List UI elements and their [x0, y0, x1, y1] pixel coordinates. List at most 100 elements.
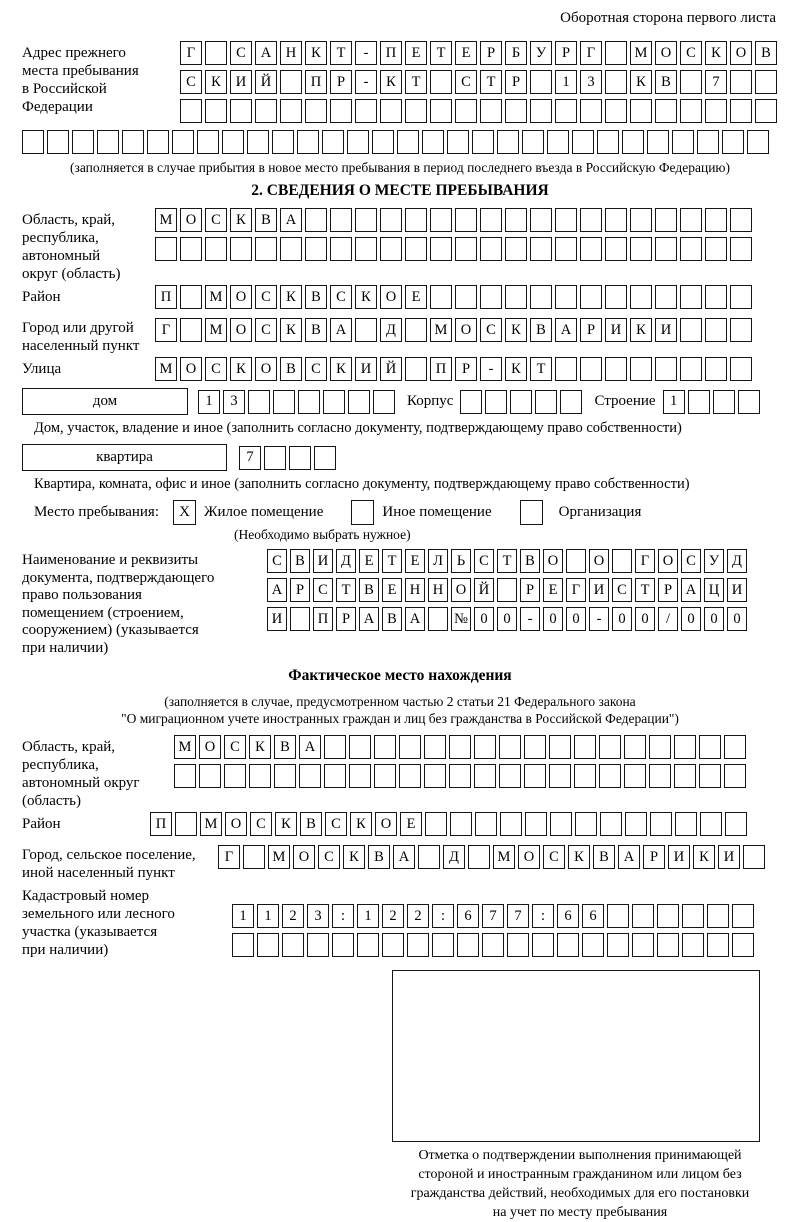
- char-box[interactable]: [449, 735, 471, 759]
- char-box[interactable]: №: [451, 607, 471, 631]
- char-box[interactable]: [472, 130, 494, 154]
- char-box[interactable]: Р: [336, 607, 356, 631]
- char-box[interactable]: Т: [405, 70, 427, 94]
- char-box[interactable]: [430, 208, 452, 232]
- char-box[interactable]: Р: [658, 578, 678, 602]
- char-box[interactable]: [530, 70, 552, 94]
- char-box[interactable]: И: [267, 607, 287, 631]
- char-box[interactable]: 2: [407, 904, 429, 928]
- char-box[interactable]: Г: [635, 549, 655, 573]
- char-box[interactable]: [550, 812, 572, 836]
- char-box[interactable]: 3: [580, 70, 602, 94]
- char-box[interactable]: [305, 237, 327, 261]
- char-box[interactable]: [282, 933, 304, 957]
- char-box[interactable]: [682, 933, 704, 957]
- char-box[interactable]: [380, 208, 402, 232]
- char-box[interactable]: 1: [555, 70, 577, 94]
- char-box[interactable]: [630, 208, 652, 232]
- char-box[interactable]: [582, 933, 604, 957]
- char-box[interactable]: [500, 812, 522, 836]
- char-box[interactable]: К: [705, 41, 727, 65]
- char-box[interactable]: [555, 357, 577, 381]
- char-box[interactable]: [697, 130, 719, 154]
- char-box[interactable]: К: [305, 41, 327, 65]
- char-box[interactable]: И: [355, 357, 377, 381]
- char-box[interactable]: [630, 357, 652, 381]
- char-box[interactable]: В: [359, 578, 379, 602]
- char-box[interactable]: [374, 764, 396, 788]
- char-box[interactable]: К: [355, 285, 377, 309]
- char-box[interactable]: [322, 130, 344, 154]
- char-box[interactable]: [280, 99, 302, 123]
- char-box[interactable]: [297, 130, 319, 154]
- char-box[interactable]: О: [658, 549, 678, 573]
- char-box[interactable]: [205, 99, 227, 123]
- char-box[interactable]: [549, 764, 571, 788]
- char-box[interactable]: [657, 904, 679, 928]
- char-box[interactable]: В: [274, 735, 296, 759]
- char-box[interactable]: В: [382, 607, 402, 631]
- char-box[interactable]: С: [305, 357, 327, 381]
- char-box[interactable]: [180, 237, 202, 261]
- char-box[interactable]: Г: [180, 41, 202, 65]
- char-box[interactable]: [557, 933, 579, 957]
- char-box[interactable]: [430, 70, 452, 94]
- char-box[interactable]: [530, 237, 552, 261]
- char-box[interactable]: [447, 130, 469, 154]
- char-box[interactable]: [480, 237, 502, 261]
- char-box[interactable]: [705, 285, 727, 309]
- char-box[interactable]: [347, 130, 369, 154]
- char-box[interactable]: [680, 208, 702, 232]
- char-box[interactable]: С: [267, 549, 287, 573]
- char-box[interactable]: [449, 764, 471, 788]
- char-box[interactable]: [705, 237, 727, 261]
- char-box[interactable]: О: [655, 41, 677, 65]
- char-box[interactable]: [682, 904, 704, 928]
- char-box[interactable]: [725, 812, 747, 836]
- char-box[interactable]: [455, 285, 477, 309]
- char-box[interactable]: [430, 99, 452, 123]
- char-box[interactable]: П: [150, 812, 172, 836]
- char-box[interactable]: В: [300, 812, 322, 836]
- char-box[interactable]: 0: [681, 607, 701, 631]
- char-box[interactable]: Е: [382, 578, 402, 602]
- char-box[interactable]: М: [155, 208, 177, 232]
- char-box[interactable]: [722, 130, 744, 154]
- char-box[interactable]: Т: [430, 41, 452, 65]
- char-box[interactable]: [222, 130, 244, 154]
- char-box[interactable]: Г: [566, 578, 586, 602]
- char-box[interactable]: А: [405, 607, 425, 631]
- char-box[interactable]: [330, 99, 352, 123]
- char-box[interactable]: С: [325, 812, 347, 836]
- char-box[interactable]: [674, 764, 696, 788]
- char-box[interactable]: С: [255, 318, 277, 342]
- char-box[interactable]: [460, 389, 483, 414]
- char-box[interactable]: А: [330, 318, 352, 342]
- char-box[interactable]: Т: [480, 70, 502, 94]
- char-box[interactable]: [382, 933, 404, 957]
- char-box[interactable]: У: [530, 41, 552, 65]
- char-box[interactable]: [399, 735, 421, 759]
- char-box[interactable]: У: [704, 549, 724, 573]
- char-box[interactable]: М: [174, 735, 196, 759]
- char-box[interactable]: [372, 130, 394, 154]
- char-box[interactable]: [197, 130, 219, 154]
- char-box[interactable]: [405, 208, 427, 232]
- char-box[interactable]: [324, 764, 346, 788]
- char-box[interactable]: А: [555, 318, 577, 342]
- char-box[interactable]: [175, 812, 197, 836]
- char-box[interactable]: 0: [543, 607, 563, 631]
- char-box[interactable]: К: [343, 845, 365, 869]
- char-box[interactable]: Л: [428, 549, 448, 573]
- char-box[interactable]: И: [605, 318, 627, 342]
- char-box[interactable]: [330, 208, 352, 232]
- char-box[interactable]: [650, 812, 672, 836]
- char-box[interactable]: Е: [359, 549, 379, 573]
- char-box[interactable]: [575, 812, 597, 836]
- char-box[interactable]: [47, 130, 69, 154]
- char-box[interactable]: [147, 130, 169, 154]
- char-box[interactable]: М: [268, 845, 290, 869]
- char-box[interactable]: [732, 933, 754, 957]
- char-box[interactable]: -: [355, 70, 377, 94]
- char-box[interactable]: К: [350, 812, 372, 836]
